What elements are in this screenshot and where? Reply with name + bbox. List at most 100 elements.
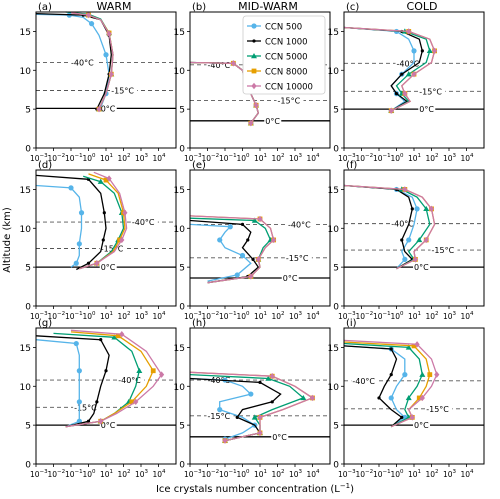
series-marker — [103, 177, 109, 183]
x-tick-exponent: 2 — [127, 311, 131, 317]
series-marker — [217, 237, 223, 243]
x-tick-label: 100 — [237, 469, 251, 479]
series-marker — [431, 47, 438, 55]
x-tick-exponent: 4 — [316, 311, 320, 317]
x-tick-exponent: 2 — [435, 311, 439, 317]
x-tick-label: 102 — [272, 311, 285, 321]
series-marker — [400, 415, 404, 419]
series-marker — [394, 92, 399, 96]
x-tick-base: 10 — [373, 470, 383, 479]
x-tick-exponent: 3 — [299, 311, 303, 317]
series-marker — [411, 70, 417, 78]
series-marker — [136, 367, 143, 373]
y-tick-label: 15 — [328, 344, 339, 354]
x-tick-label: 10−3 — [338, 311, 356, 321]
x-tick-base: 10 — [391, 470, 401, 479]
series-marker — [406, 237, 412, 243]
x-tick-base: 10 — [219, 470, 229, 479]
series-marker — [104, 369, 108, 373]
series-marker — [414, 206, 420, 212]
x-tick-base: 10 — [338, 470, 348, 479]
x-tick-exponent: 0 — [400, 311, 404, 317]
x-tick-label: 10−2 — [48, 311, 66, 321]
series-marker — [222, 437, 228, 444]
isotherm-label: 0°C — [101, 263, 116, 272]
series-marker — [246, 238, 250, 242]
y-tick-label: 5 — [333, 264, 339, 274]
legend-marker — [251, 23, 257, 29]
series-marker — [388, 107, 394, 114]
series-marker — [412, 256, 418, 263]
x-tick-exponent: −3 — [194, 153, 203, 159]
series-line — [35, 174, 107, 271]
x-tick-exponent: 0 — [92, 153, 96, 159]
x-tick-label: 10−3 — [184, 153, 202, 163]
series-marker — [419, 394, 425, 402]
series-line — [343, 26, 415, 112]
series-marker — [248, 391, 254, 397]
series-marker — [248, 119, 254, 127]
isotherm-label: 0°C — [272, 433, 287, 442]
x-tick-label: 102 — [118, 311, 131, 321]
x-tick-label: 103 — [135, 469, 149, 479]
x-tick-exponent: 4 — [470, 469, 474, 475]
legend-marker — [251, 82, 257, 90]
plot-area — [344, 328, 484, 464]
x-tick-base: 10 — [65, 470, 75, 479]
series-marker — [402, 372, 408, 378]
panel-letter: (e) — [192, 160, 206, 171]
plot-area — [344, 12, 484, 148]
x-tick-label: 10−1 — [65, 469, 83, 479]
x-tick-label: 103 — [135, 153, 149, 163]
series-marker — [257, 414, 263, 421]
x-tick-exponent: −1 — [229, 469, 237, 475]
x-tick-base: 10 — [254, 470, 264, 479]
x-tick-base: 10 — [307, 154, 317, 163]
x-tick-label: 101 — [254, 153, 267, 163]
y-tick-label: 15 — [328, 186, 339, 196]
x-tick-exponent: 4 — [162, 311, 166, 317]
isotherm-label: -40°C — [118, 376, 141, 385]
x-tick-label: 10−1 — [65, 153, 83, 163]
x-tick-label: 10−2 — [202, 469, 220, 479]
y-tick-label: 15 — [328, 28, 339, 38]
y-tick-label: 15 — [174, 28, 185, 38]
x-tick-exponent: 0 — [246, 469, 250, 475]
series-marker — [411, 48, 417, 54]
x-tick-label: 10−2 — [48, 153, 66, 163]
x-tick-label: 100 — [83, 311, 97, 321]
series-marker — [406, 28, 412, 35]
x-tick-label: 102 — [118, 153, 131, 163]
x-tick-base: 10 — [461, 470, 471, 479]
x-tick-label: 100 — [237, 311, 251, 321]
x-tick-exponent: −1 — [75, 469, 83, 475]
x-tick-label: 100 — [391, 153, 405, 163]
x-tick-label: 102 — [426, 153, 439, 163]
x-tick-base: 10 — [443, 154, 453, 163]
x-tick-base: 10 — [118, 312, 128, 321]
y-tick-label: 5 — [333, 422, 339, 432]
isotherm-label-bg — [271, 431, 289, 442]
x-tick-base: 10 — [254, 154, 264, 163]
plot-area — [344, 170, 484, 306]
series-marker — [86, 261, 91, 265]
legend-label: CCN 8000 — [265, 68, 308, 78]
x-tick-base: 10 — [118, 154, 128, 163]
x-tick-label: 10−3 — [338, 469, 356, 479]
series-line — [189, 215, 275, 284]
panel-title: WARM — [97, 0, 132, 13]
x-tick-exponent: 3 — [299, 153, 303, 159]
isotherm-label: -15°C — [74, 403, 97, 412]
isotherm-label: -15°C — [432, 246, 455, 255]
isotherm-label-bg — [418, 86, 446, 97]
x-tick-base: 10 — [100, 470, 110, 479]
isotherm-label-bg — [430, 245, 458, 256]
series-marker — [405, 71, 412, 77]
series-marker — [235, 415, 239, 419]
series-line — [79, 171, 128, 270]
series-line — [35, 184, 83, 268]
series-marker — [255, 256, 261, 263]
y-tick-label: 15 — [20, 186, 31, 196]
x-tick-base: 10 — [443, 312, 453, 321]
series-marker — [97, 178, 104, 184]
